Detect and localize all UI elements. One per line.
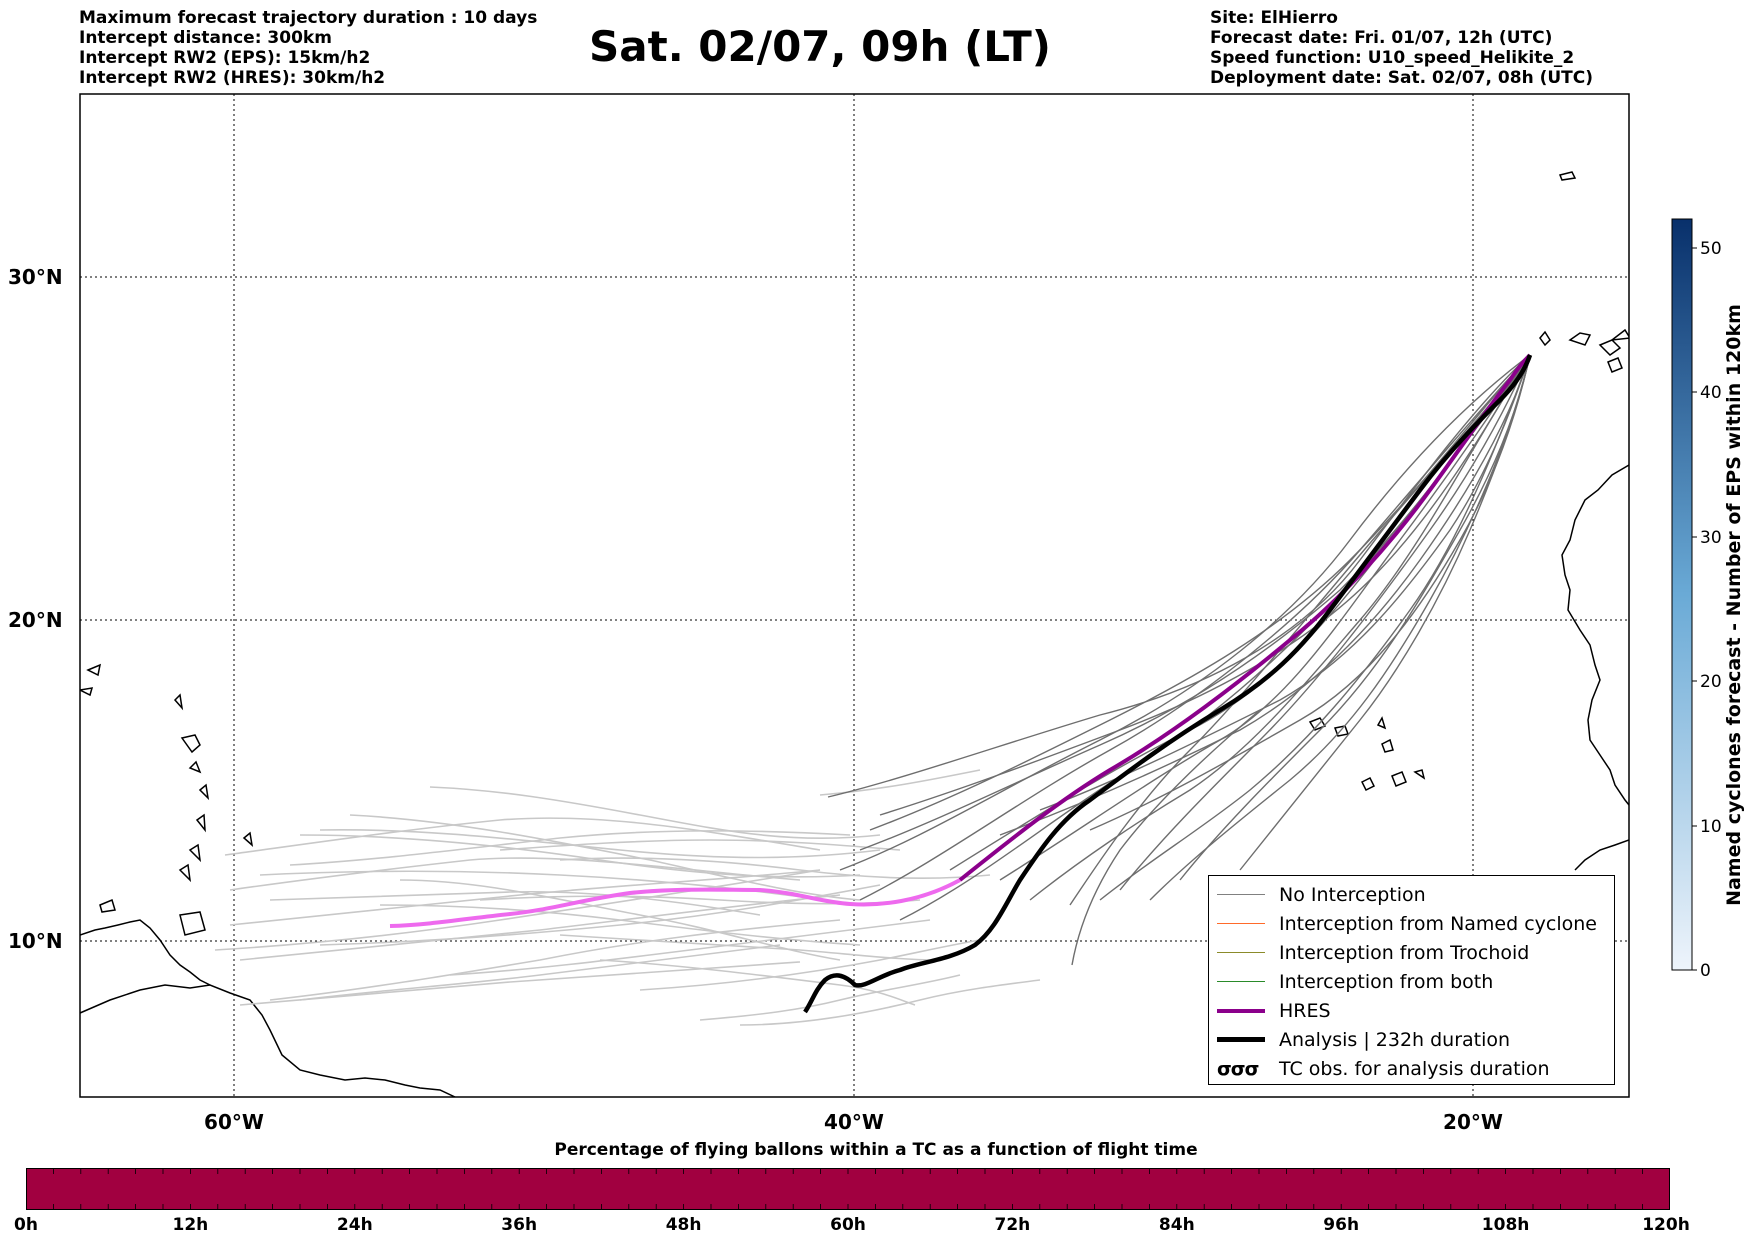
- island-caribbean: [180, 734, 201, 754]
- legend-label: No Interception: [1279, 883, 1426, 906]
- lon-label-20w: 20°W: [1443, 1110, 1503, 1134]
- legend-item-tc-obs: σσσ TC obs. for analysis duration: [1209, 1054, 1550, 1083]
- island-caribbean: [99, 898, 116, 913]
- lat-label-10: 10°N: [8, 929, 63, 953]
- island-caribbean: [173, 693, 184, 711]
- info-line: Speed function: U10_speed_Helikite_2: [1210, 48, 1575, 68]
- map-title: Sat. 02/07, 09h (LT): [589, 22, 1051, 71]
- island-caribbean: [80, 687, 94, 697]
- island-canary: [1598, 339, 1622, 356]
- legend-item-named-cyclone: Interception from Named cyclone: [1209, 909, 1597, 938]
- island-canary: [1609, 328, 1629, 342]
- island-capeverde: [1413, 769, 1426, 780]
- time-bar-label: 84h: [1158, 1215, 1195, 1235]
- legend-label: Interception from both: [1279, 970, 1494, 993]
- hres-trajectory-early: [389, 878, 961, 928]
- map-axis-labels: 30°N 20°N 10°N 60°W 40°W 20°W: [8, 265, 1503, 1134]
- island-caribbean: [195, 813, 206, 833]
- legend-label: Interception from Named cyclone: [1279, 912, 1597, 935]
- colorbar-label: Named cyclones forecast - Number of EPS …: [1723, 304, 1745, 906]
- legend-label: Analysis | 232h duration: [1279, 1028, 1511, 1051]
- colorbar-gradient: [1671, 218, 1693, 971]
- time-bar-label: 120h: [1642, 1215, 1690, 1235]
- time-bar-label: 0h: [14, 1215, 38, 1235]
- legend-item-analysis: Analysis | 232h duration: [1209, 1025, 1510, 1054]
- island-capeverde: [1360, 776, 1376, 792]
- eps-trajectories-light: [214, 769, 1041, 1026]
- legend-label: TC obs. for analysis duration: [1279, 1057, 1550, 1080]
- coastline-south-america: [80, 984, 456, 1097]
- forecast-parameters: Maximum forecast trajectory duration : 1…: [79, 8, 537, 88]
- lon-label-60w: 60°W: [204, 1110, 264, 1134]
- legend-swatch: [1217, 980, 1265, 983]
- island-capeverde: [1376, 716, 1387, 730]
- time-bar-label: 96h: [1323, 1215, 1360, 1235]
- legend-item-both: Interception from both: [1209, 967, 1493, 996]
- coastline-africa: [1561, 464, 1629, 806]
- eps-trajectories-dark: [827, 354, 1531, 966]
- island-canary: [1568, 332, 1592, 346]
- island-madeira: [1558, 171, 1577, 181]
- colorbar-tick: 40: [1700, 383, 1722, 403]
- legend-swatch: [1217, 893, 1265, 896]
- coastlines: [80, 171, 1629, 1097]
- legend: No Interception Interception from Named …: [1208, 875, 1615, 1085]
- time-bar-label: 12h: [172, 1215, 209, 1235]
- island-trinidad: [179, 911, 206, 936]
- legend-label: Interception from Trochoid: [1279, 941, 1530, 964]
- info-line: Intercept distance: 300km: [79, 28, 332, 48]
- info-line: Intercept RW2 (EPS): 15km/h2: [79, 48, 371, 68]
- island-canary: [1607, 357, 1623, 373]
- island-capeverde: [1391, 771, 1407, 787]
- legend-swatch: [1217, 922, 1265, 925]
- hres-trajectory-late: [958, 353, 1532, 882]
- island-capeverde: [1381, 738, 1394, 753]
- island-caribbean: [188, 843, 202, 863]
- colorbar-tick: 10: [1700, 817, 1722, 837]
- info-line: Deployment date: Sat. 02/07, 08h (UTC): [1210, 68, 1594, 88]
- legend-swatch: [1217, 1008, 1265, 1013]
- island-caribbean: [198, 783, 210, 801]
- time-bar-ticks: [26, 1168, 1670, 1210]
- coastline-africa-west: [1574, 839, 1629, 871]
- time-bar-label: 60h: [830, 1215, 866, 1235]
- legend-item-trochoid: Interception from Trochoid: [1209, 938, 1529, 967]
- colorbar-tick: 0: [1700, 961, 1711, 981]
- time-bar-label: 24h: [336, 1215, 373, 1235]
- site-info: Site: ElHierro Forecast date: Fri. 01/07…: [1210, 8, 1593, 88]
- legend-item-no-interception: No Interception: [1209, 880, 1426, 909]
- colorbar-tick: 50: [1700, 239, 1722, 259]
- info-line: Maximum forecast trajectory duration : 1…: [79, 8, 538, 28]
- legend-swatch: [1217, 951, 1265, 954]
- coastline-venezuela: [80, 919, 211, 986]
- island-caribbean: [188, 760, 202, 774]
- island-capeverde: [1308, 717, 1327, 731]
- island-canary: [1539, 330, 1551, 347]
- lon-label-40w: 40°W: [824, 1110, 884, 1134]
- island-caribbean: [86, 663, 102, 677]
- info-line: Forecast date: Fri. 01/07, 12h (UTC): [1210, 28, 1553, 48]
- time-bar-label: 108h: [1481, 1215, 1530, 1235]
- map-frame: [79, 93, 1630, 1098]
- legend-label: HRES: [1279, 999, 1331, 1022]
- colorbar-tick: 30: [1700, 528, 1722, 548]
- island-caribbean: [242, 831, 254, 847]
- lat-label-30: 30°N: [8, 265, 63, 289]
- colorbar: 0 10 20 30 40 50: [1671, 218, 1722, 981]
- legend-item-hres: HRES: [1209, 996, 1331, 1025]
- time-bar-label: 36h: [501, 1215, 538, 1235]
- colorbar-tick: 20: [1700, 672, 1722, 692]
- lat-label-20: 20°N: [8, 608, 63, 632]
- legend-swatch: [1217, 1037, 1265, 1042]
- time-bar-title: Percentage of flying ballons within a TC…: [554, 1140, 1198, 1160]
- tc-obs-symbol-icon: σσσ: [1217, 1057, 1259, 1080]
- island-caribbean: [178, 863, 192, 883]
- time-bar-label: 72h: [994, 1215, 1031, 1235]
- time-bar-label: 48h: [665, 1215, 702, 1235]
- analysis-trajectory: [803, 354, 1533, 1014]
- info-line: Intercept RW2 (HRES): 30km/h2: [79, 68, 386, 88]
- info-line: Site: ElHierro: [1210, 8, 1338, 28]
